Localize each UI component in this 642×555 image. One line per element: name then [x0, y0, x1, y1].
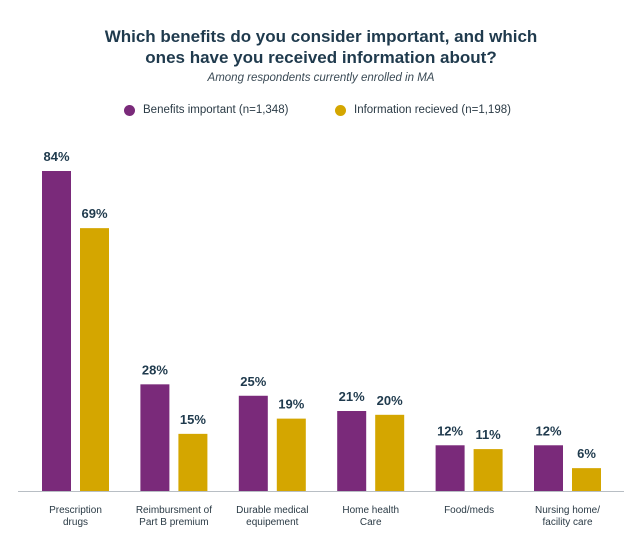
- category-label-5: Nursing home/facility care: [535, 505, 600, 528]
- data-label-important-5: 12%: [535, 423, 561, 438]
- bar-information-1: [178, 433, 208, 491]
- data-label-information-5: 6%: [577, 446, 596, 461]
- category-label-2: Durable medical equipement: [236, 505, 308, 528]
- bar-information-0: [80, 228, 109, 491]
- data-label-important-0: 84%: [43, 149, 69, 164]
- legend-item-information: Information recieved (n=1,198): [335, 104, 511, 116]
- data-label-information-4: 11%: [475, 427, 501, 442]
- category-label-3: Home health Care: [342, 505, 399, 528]
- legend-item-important: Benefits important (n=1,348): [124, 104, 288, 116]
- legend-dot-information: [335, 104, 346, 116]
- bar-information-5: [572, 468, 601, 491]
- bar-important-2: [238, 395, 268, 491]
- legend-label-important: Benefits important (n=1,348): [143, 104, 289, 116]
- data-label-important-4: 12%: [437, 423, 463, 438]
- chart-subtitle: Among respondents currently enrolled in …: [207, 72, 435, 84]
- bar-important-4: [435, 445, 465, 491]
- data-label-information-1: 15%: [180, 412, 206, 427]
- data-label-important-3: 21%: [339, 389, 365, 404]
- data-label-information-0: 69%: [81, 206, 107, 221]
- category-label-1: Reimbursment of Part B premium: [136, 505, 212, 528]
- bar-important-0: [42, 171, 71, 491]
- chart-title: Which benefits do you consider important…: [0, 26, 642, 68]
- bar-information-4: [473, 449, 503, 491]
- bar-important-5: [534, 445, 563, 491]
- data-label-important-2: 25%: [240, 374, 266, 389]
- bar-important-1: [140, 384, 170, 491]
- data-label-information-3: 20%: [377, 393, 403, 408]
- data-label-information-2: 19%: [278, 397, 304, 412]
- legend-dot-important: [124, 104, 135, 116]
- bar-information-3: [375, 414, 405, 491]
- bar-important-3: [337, 411, 367, 491]
- legend-label-information: Information recieved (n=1,198): [354, 104, 511, 116]
- legend: Benefits important (n=1,348) Information…: [0, 104, 642, 124]
- chart-title-line-1: Which benefits do you consider important…: [104, 27, 538, 46]
- category-label-0: Prescription drugs: [49, 505, 102, 528]
- category-label-4: Food/meds: [444, 505, 494, 516]
- bar-information-2: [276, 418, 306, 491]
- data-label-important-1: 28%: [142, 362, 168, 377]
- chart-title-line-2: ones have you received information about…: [145, 48, 497, 67]
